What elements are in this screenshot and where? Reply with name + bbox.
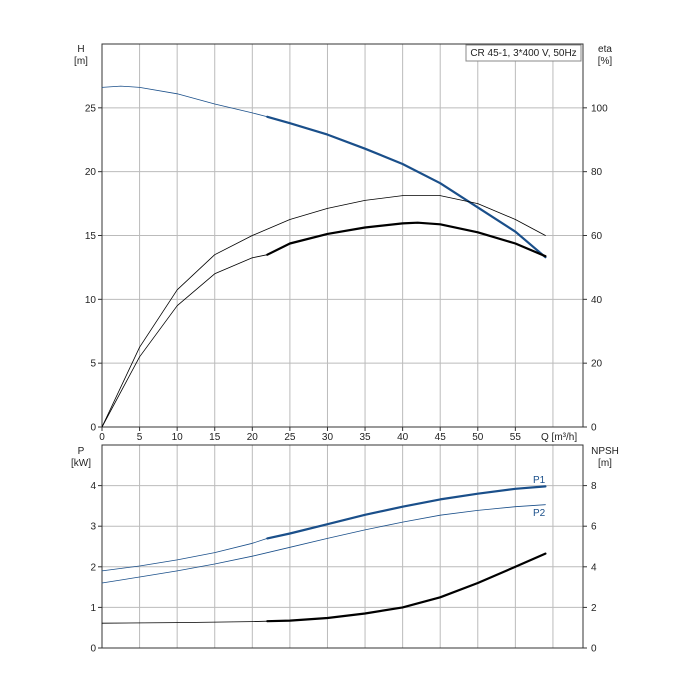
legend-box (465, 44, 582, 62)
right-tick-label: 6 (591, 522, 597, 533)
x-tick-label: 0 (99, 432, 105, 443)
bottom-plot-frame (101, 444, 584, 649)
left-tick-label: 10 (85, 295, 97, 306)
eta-total-duty-curve (266, 221, 547, 258)
left-tick-label: 2 (90, 562, 96, 573)
left-tick-label: 1 (90, 603, 96, 614)
q-axis-label: Q [m³/h] (541, 432, 577, 443)
bottom-plot-series (101, 485, 547, 624)
left-tick-label: 5 (90, 359, 96, 370)
h-axis-unit: [m] (74, 56, 88, 67)
x-tick-label: 20 (247, 432, 259, 443)
p-axis-unit: [kW] (71, 458, 91, 469)
x-tick-label: 5 (137, 432, 143, 443)
eta-pump-curve (101, 195, 546, 428)
left-tick-label: 0 (90, 423, 96, 434)
x-tick-label: 25 (284, 432, 296, 443)
x-tick-label: 50 (472, 432, 484, 443)
x-tick-label: 35 (359, 432, 371, 443)
right-tick-label: 20 (591, 359, 603, 370)
npsh-axis-unit: [m] (598, 458, 612, 469)
legend-text: CR 45-1, 3*400 V, 50Hz (470, 48, 576, 59)
h-duty-curve (266, 115, 547, 259)
x-tick-label: 55 (510, 432, 522, 443)
right-tick-label: 4 (591, 562, 597, 573)
npsh-duty-curve (266, 552, 547, 623)
right-tick-label: 80 (591, 167, 603, 178)
left-tick-label: 0 (90, 644, 96, 655)
p2-curve (101, 504, 546, 584)
left-tick-label: 3 (90, 522, 96, 533)
eta-total-curve (101, 222, 546, 428)
x-tick-label: 40 (397, 432, 409, 443)
eta-axis-unit: [%] (598, 56, 613, 67)
top-plot-series (101, 85, 547, 428)
p-axis-label: P (78, 446, 85, 457)
bottom-plot-grid (102, 444, 583, 648)
left-tick-label: 15 (85, 231, 97, 242)
x-tick-label: 45 (435, 432, 447, 443)
npsh-axis-label: NPSH (591, 446, 619, 457)
right-tick-label: 100 (591, 103, 608, 114)
p1-duty-curve (266, 485, 547, 540)
top-plot-grid (102, 43, 583, 427)
left-tick-label: 25 (85, 103, 97, 114)
x-tick-label: 15 (209, 432, 221, 443)
left-tick-label: 4 (90, 481, 96, 492)
p2-series-label: P2 (533, 508, 546, 519)
right-tick-label: 2 (591, 603, 597, 614)
left-tick-label: 20 (85, 167, 97, 178)
top-plot-ticks: 0 5 10 15 20 25 0 20 40 60 80 100 0 5 10 15 20 25 30 35 40 45… (85, 103, 608, 443)
x-tick-label: 30 (322, 432, 334, 443)
right-tick-label: 60 (591, 231, 603, 242)
right-tick-label: 8 (591, 481, 597, 492)
right-tick-label: 0 (591, 423, 597, 434)
bottom-plot-ticks: 0 1 2 3 4 0 2 4 6 8 (90, 481, 597, 654)
right-tick-label: 40 (591, 295, 603, 306)
x-tick-label: 10 (172, 432, 184, 443)
eta-axis-label: eta (598, 44, 612, 55)
npsh-curve (101, 553, 546, 624)
p1-curve (101, 486, 546, 572)
h-axis-label: H (77, 44, 84, 55)
right-tick-label: 0 (591, 644, 597, 655)
p1-series-label: P1 (533, 475, 546, 486)
